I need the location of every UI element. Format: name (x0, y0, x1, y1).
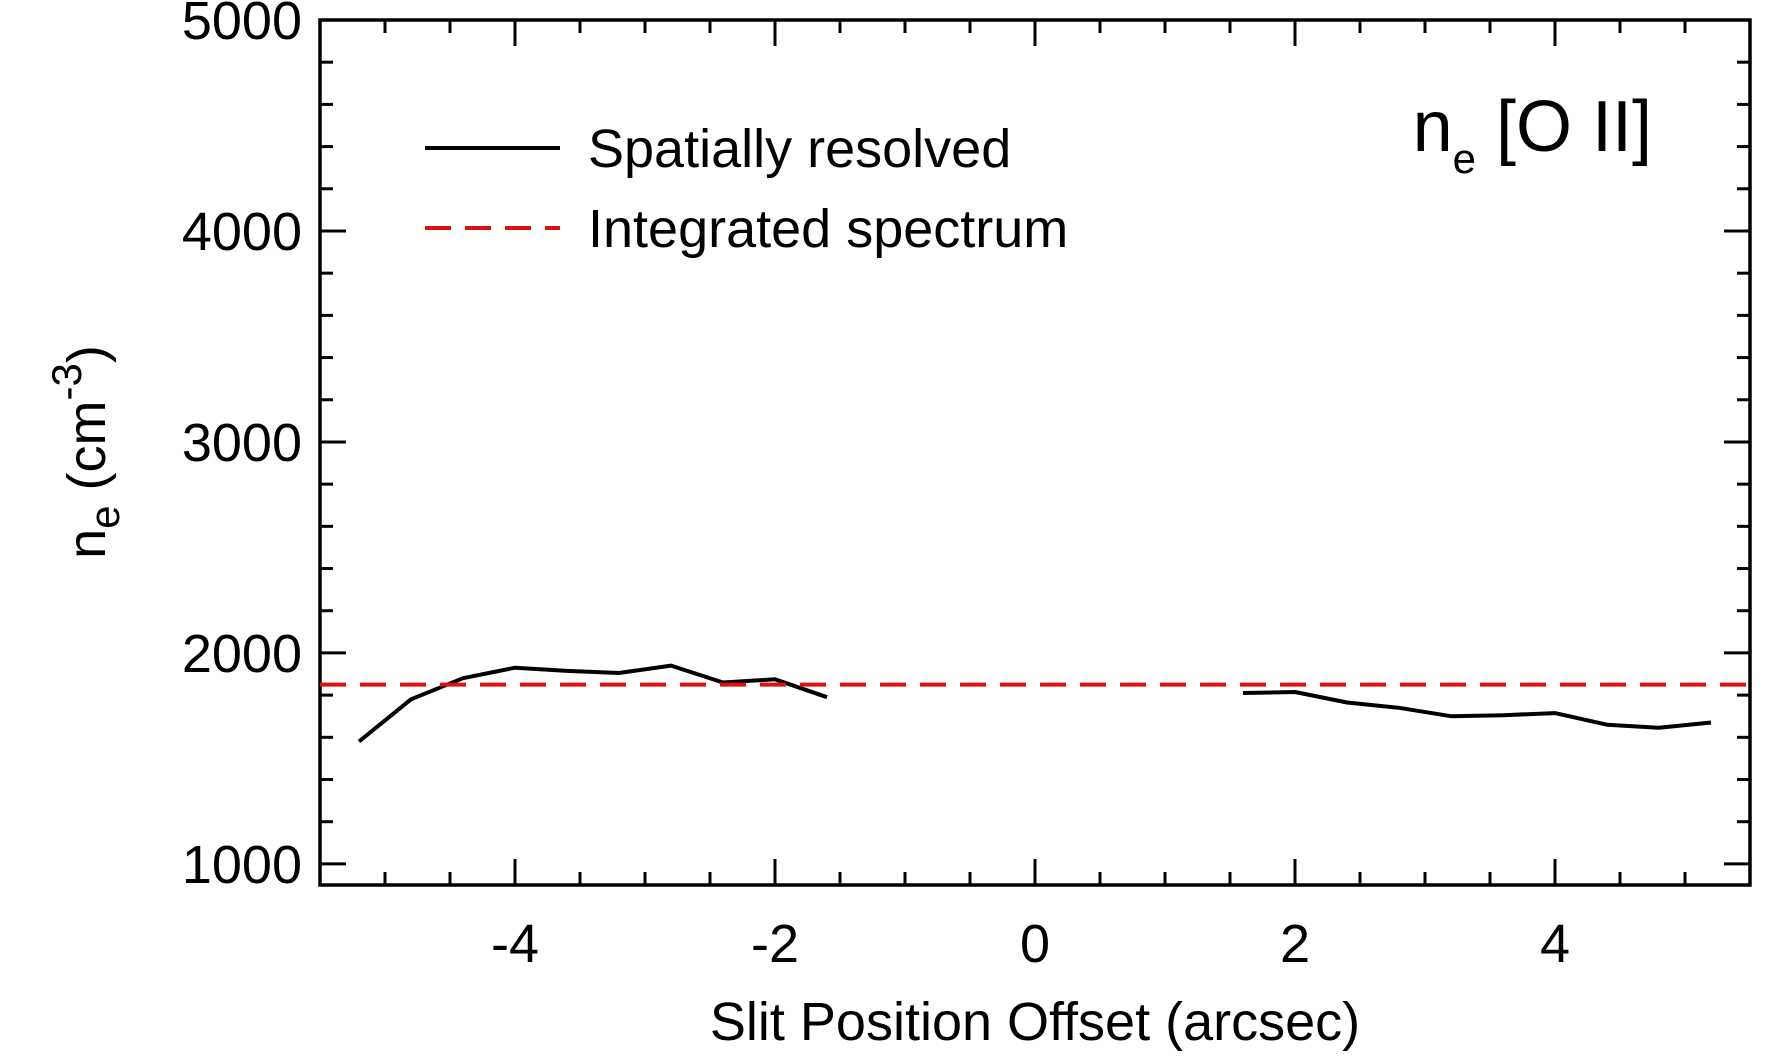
panel-annotation: ne [O II] (1413, 87, 1652, 182)
axis-ticks (318, 18, 1752, 885)
legend-label-spatially-resolved: Spatially resolved (588, 119, 1011, 179)
annotation-subscript: e (1453, 135, 1476, 182)
legend: Spatially resolved Integrated spectrum (425, 119, 1068, 259)
y-tick-label: 2000 (182, 624, 302, 684)
x-tick-label: -4 (491, 914, 539, 974)
x-tick-label: 4 (1540, 914, 1570, 974)
y-axis-title: ne (cm-3) (43, 345, 128, 559)
annotation-rest: [O II] (1476, 87, 1652, 167)
y-axis-title-superscript: -3 (43, 363, 90, 400)
x-tick-label: -2 (751, 914, 799, 974)
series-spatially-resolved-line-segment-1 (357, 663, 828, 744)
y-tick-label: 3000 (182, 413, 302, 473)
legend-label-integrated-spectrum: Integrated spectrum (588, 199, 1068, 259)
plot-area (318, 18, 1752, 887)
series-layer (320, 663, 1750, 744)
series-spatially-resolved-line-segment-2 (1242, 690, 1712, 730)
annotation-base: n (1413, 87, 1453, 167)
y-tick-label: 1000 (182, 835, 302, 895)
y-tick-label: 4000 (182, 202, 302, 262)
x-axis-title: Slit Position Offset (arcsec) (710, 992, 1360, 1052)
y-axis-title-base: n (57, 529, 117, 559)
y-axis-title-unit-suffix: ) (57, 345, 117, 363)
x-tick-label: 0 (1020, 914, 1050, 974)
y-tick-label: 5000 (182, 0, 302, 51)
x-tick-label: 2 (1280, 914, 1310, 974)
tick-labels: -4 -2 0 2 4 1000 2000 3000 4000 5000 (182, 0, 1570, 974)
y-axis-title-subscript: e (81, 505, 128, 528)
y-axis-title-unit-prefix: (cm (57, 400, 117, 505)
